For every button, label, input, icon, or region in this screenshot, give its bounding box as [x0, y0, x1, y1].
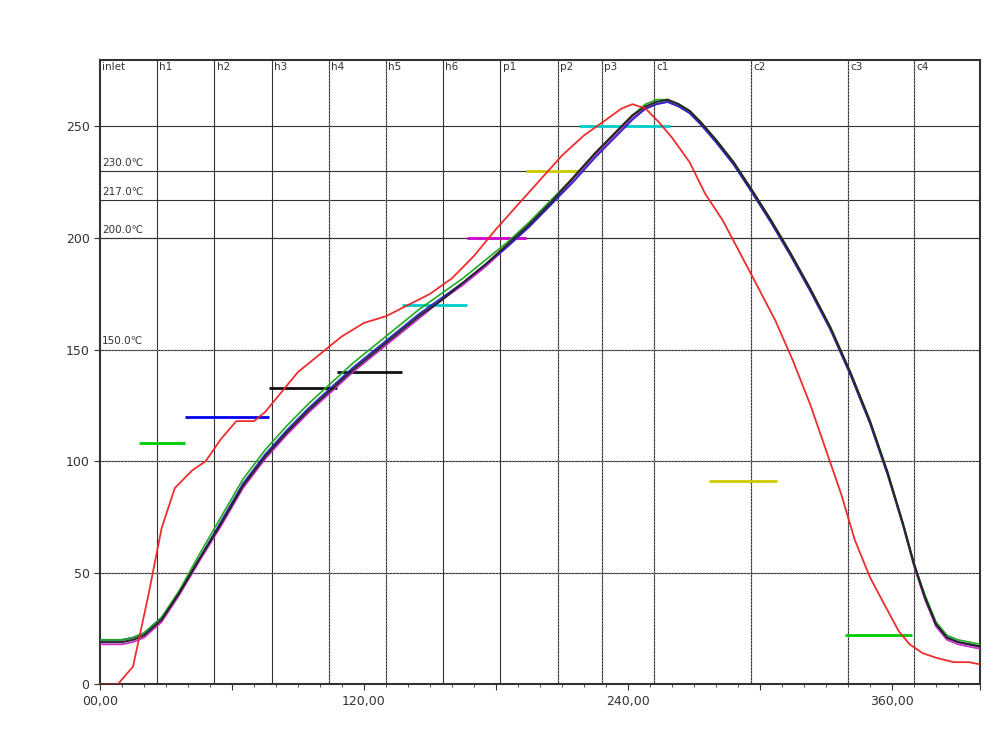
Text: h6: h6	[445, 62, 459, 71]
Text: h5: h5	[388, 62, 401, 71]
Text: h2: h2	[217, 62, 230, 71]
Text: c4: c4	[916, 62, 929, 71]
Text: 217.0℃: 217.0℃	[102, 187, 144, 196]
Text: p2: p2	[560, 62, 573, 71]
Text: c1: c1	[657, 62, 669, 71]
Text: h4: h4	[331, 62, 344, 71]
Text: 230.0℃: 230.0℃	[102, 158, 143, 168]
Text: c3: c3	[850, 62, 863, 71]
Text: h3: h3	[274, 62, 287, 71]
Text: inlet: inlet	[102, 62, 125, 71]
Text: h1: h1	[159, 62, 173, 71]
Text: 200.0℃: 200.0℃	[102, 225, 143, 235]
Text: 150.0℃: 150.0℃	[102, 336, 143, 347]
Text: c2: c2	[753, 62, 766, 71]
Text: p3: p3	[604, 62, 617, 71]
Text: p1: p1	[503, 62, 516, 71]
